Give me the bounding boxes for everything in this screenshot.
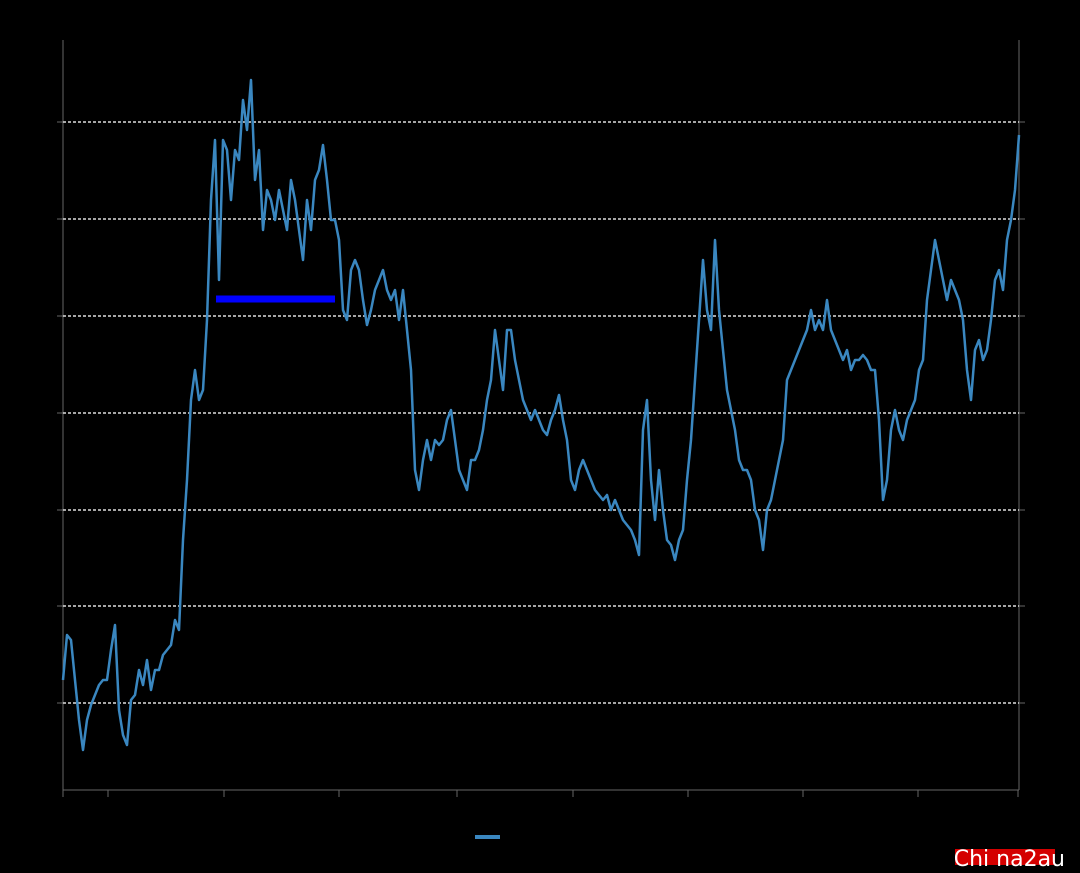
line-series (61, 78, 1021, 752)
watermark: Chi na2au (954, 847, 1065, 872)
watermark-bg (955, 849, 1055, 865)
